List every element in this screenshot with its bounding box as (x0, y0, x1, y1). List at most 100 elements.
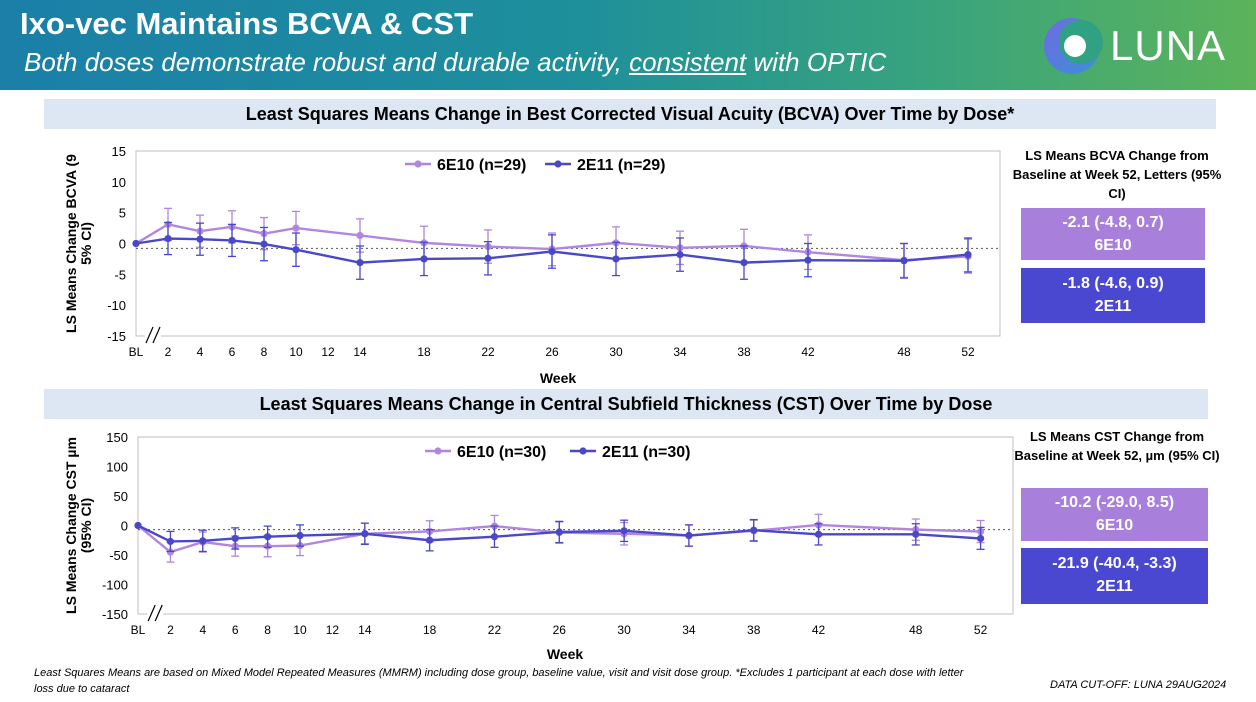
bcva-axis-break-mask (145, 326, 161, 346)
subtitle-text-post: with OPTIC (746, 47, 887, 77)
bcva-x-tick-label: 6 (229, 345, 236, 359)
cst-y-tick-label: -100 (102, 578, 128, 593)
bcva-axis-break-mark (145, 326, 154, 344)
cst-x-tick-label: 12 (326, 623, 340, 637)
cst-series-high-dose-point (231, 534, 239, 543)
cst-low-dose-box: -10.2 (-29.0, 8.5) 6E10 (1021, 488, 1208, 541)
bcva-series-high-dose-point (612, 255, 620, 263)
cst-series-high-dose-point (555, 528, 563, 536)
cst-x-tick-label: 2 (167, 623, 174, 637)
subtitle-text-underlined: consistent (629, 47, 747, 77)
cst-y-axis-title-line: LS Means Change CST µm (63, 437, 79, 614)
bcva-x-tick-label: 52 (961, 345, 975, 359)
bcva-series-high-dose-legend-label: 2E11 (n=29) (577, 157, 666, 174)
cst-axis-break-mark (154, 604, 163, 622)
bcva-series-high-dose-legend-marker (554, 160, 562, 168)
cst-x-tick-label: 22 (488, 623, 502, 637)
luna-logo-icon (1044, 18, 1103, 74)
slide-subtitle: Both doses demonstrate robust and durabl… (24, 47, 886, 78)
cst-x-tick-label: BL (131, 623, 146, 637)
data-cutoff-note: DATA CUT-OFF: LUNA 29AUG2024 (1050, 679, 1227, 691)
bcva-x-tick-label: 14 (353, 345, 367, 359)
bcva-series-low-dose-point (292, 224, 300, 232)
bcva-series-high-dose-point (292, 246, 300, 254)
bcva-x-tick-label: 38 (737, 345, 751, 359)
bcva-series-low-dose-point (356, 231, 364, 240)
bcva-y-tick-label: 0 (119, 237, 126, 252)
bcva-series-high-dose-point (228, 236, 236, 245)
cst-high-dose-box: -21.9 (-40.4, -3.3) 2E11 (1021, 548, 1208, 604)
cst-high-dose-value: -21.9 (-40.4, -3.3) (1052, 555, 1177, 572)
cst-x-tick-label: 10 (293, 623, 307, 637)
cst-x-tick-label: 18 (423, 623, 437, 637)
cst-y-tick-label: -50 (109, 548, 128, 563)
bcva-y-axis-title: LS Means Change BCVA (95% CI) (63, 154, 94, 333)
bcva-low-dose-value: -2.1 (-4.8, 0.7) (1062, 214, 1164, 231)
cst-series-high-dose-point (490, 533, 499, 541)
cst-low-dose-value: -10.2 (-29.0, 8.5) (1054, 494, 1175, 511)
bcva-series-low-dose-legend-label: 6E10 (n=29) (437, 157, 526, 174)
cst-x-tick-label: 14 (358, 623, 372, 637)
bcva-low-dose-label: 6E10 (1094, 237, 1132, 254)
cst-series-high-dose-point (264, 533, 272, 541)
cst-low-dose-label: 6E10 (1095, 517, 1134, 534)
cst-x-axis-title: Week (547, 646, 584, 662)
cst-series-high-dose-point (296, 531, 304, 540)
cst-high-dose-label: 2E11 (1096, 578, 1133, 595)
cst-series-low-dose-legend-marker (434, 447, 442, 455)
cst-series-high-dose-point (685, 531, 693, 540)
footnote: Least Squares Means are based on Mixed M… (34, 667, 964, 695)
bcva-series-high-dose-point (196, 235, 204, 243)
bcva-series-high-dose-point (260, 240, 268, 248)
luna-logo-text: LUNA (1110, 22, 1227, 69)
bcva-y-tick-label: -15 (107, 329, 126, 344)
bcva-y-tick-label: -10 (107, 298, 126, 313)
bcva-series-high-dose-point (484, 254, 492, 262)
bcva-x-tick-label: 34 (673, 345, 687, 359)
bcva-series-high-dose-point (900, 257, 908, 265)
bcva-y-axis-title-line: LS Means Change BCVA (9 (63, 154, 79, 333)
bcva-low-dose-box: -2.1 (-4.8, 0.7) 6E10 (1021, 208, 1205, 260)
bcva-series-high-dose-point (420, 255, 428, 263)
cst-x-tick-label: 8 (264, 623, 271, 637)
cst-x-tick-label: 4 (199, 623, 206, 637)
cst-series-high-dose-point (166, 537, 175, 546)
bcva-series-high-dose-point (676, 251, 684, 259)
cst-series-high-dose-point (134, 521, 142, 530)
bcva-chart-title: Least Squares Means Change in Best Corre… (44, 99, 1216, 129)
cst-y-tick-label: 0 (121, 519, 128, 534)
cst-x-tick-label: 48 (909, 623, 923, 637)
cst-series-high-dose-point (426, 536, 434, 544)
cst-x-tick-label: 52 (974, 623, 988, 637)
cst-y-axis-title: LS Means Change CST µm(95% CI) (63, 437, 94, 614)
bcva-series-high-dose-point (132, 239, 140, 248)
bcva-x-tick-label: 42 (801, 345, 815, 359)
cst-series-low-dose-line (137, 523, 981, 554)
bcva-x-axis-title: Week (540, 370, 577, 386)
cst-summary-heading: LS Means CST Change from Baseline at Wee… (1014, 429, 1220, 463)
bcva-series-low-dose-legend-marker (414, 160, 422, 168)
cst-y-tick-label: 50 (114, 489, 128, 504)
bcva-x-tick-label: 48 (897, 345, 911, 359)
cst-series-high-dose-point (620, 527, 628, 535)
bcva-series-low-dose-line (135, 223, 969, 262)
bcva-y-tick-label: 10 (112, 175, 126, 190)
cst-x-tick-label: 34 (682, 623, 696, 637)
bcva-x-tick-label: 26 (545, 345, 559, 359)
bcva-x-tick-label: 12 (321, 345, 335, 359)
bcva-summary-heading: LS Means BCVA Change from Baseline at We… (1012, 148, 1222, 201)
bcva-high-dose-value: -1.8 (-4.6, 0.9) (1062, 275, 1164, 292)
bcva-y-tick-label: 15 (112, 144, 126, 159)
cst-series-high-dose-point (750, 526, 758, 534)
bcva-high-dose-box: -1.8 (-4.6, 0.9) 2E11 (1021, 268, 1205, 323)
bcva-series-high-dose-point (964, 251, 972, 259)
cst-y-tick-label: 150 (106, 430, 128, 445)
cst-series-low-dose-legend-label: 6E10 (n=30) (457, 444, 546, 461)
bcva-series-high-dose-point (804, 256, 812, 264)
bcva-y-axis-title-line: 5% CI) (78, 222, 94, 265)
cst-series-high-dose-point (199, 537, 207, 545)
bcva-x-tick-label: 18 (417, 345, 431, 359)
cst-series-high-dose-legend-label: 2E11 (n=30) (602, 444, 691, 461)
